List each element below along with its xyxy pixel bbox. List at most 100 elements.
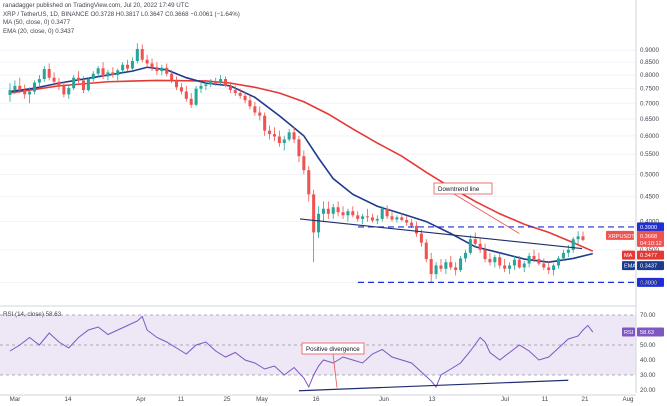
publisher-line: ranadagger published on TradingView.com,… xyxy=(3,2,189,9)
candle-body xyxy=(106,72,110,77)
rsi-tick-label: 50.00 xyxy=(640,342,656,349)
candle-body xyxy=(62,85,66,95)
price-level-tag xyxy=(637,277,664,287)
candle-body xyxy=(111,72,115,76)
price-tick-label: 0.3000 xyxy=(640,279,659,286)
time-tick-label: 16 xyxy=(313,396,320,403)
candle-body xyxy=(385,208,389,217)
candle-body xyxy=(214,81,218,84)
rsi-divergence-line xyxy=(298,379,569,392)
candle-body xyxy=(116,70,120,76)
price-tick-label: 0.5500 xyxy=(640,151,659,158)
candle-body xyxy=(571,239,575,250)
candle-body xyxy=(292,132,296,140)
candle-body xyxy=(478,243,482,250)
candle-body xyxy=(135,48,139,61)
candle-body xyxy=(52,77,56,82)
candle-body xyxy=(189,98,193,105)
ma-legend-line: MA (50, close, 0) 0.3477 xyxy=(3,19,71,26)
candle-body xyxy=(336,207,340,213)
candle-body xyxy=(126,64,130,69)
indicator-value-tag xyxy=(637,261,664,271)
candle-body xyxy=(444,262,448,269)
candle-body xyxy=(468,239,472,253)
candle-body xyxy=(561,252,565,259)
candle-body xyxy=(155,67,159,72)
last-price-tag xyxy=(637,230,664,247)
rsi-tick-label: 20.00 xyxy=(640,387,656,394)
candle-body xyxy=(170,73,174,81)
candle-body xyxy=(488,259,492,263)
candle-body xyxy=(390,216,394,220)
ma-layer xyxy=(9,66,594,264)
candle-body xyxy=(522,263,526,268)
rsi-value-tag xyxy=(637,327,664,337)
indicator-value-tag xyxy=(637,250,664,260)
price-tick-label: 0.5000 xyxy=(640,171,659,178)
candle-body xyxy=(223,79,228,86)
indicator-value-label: 0.3437 xyxy=(640,264,657,270)
candle-body xyxy=(272,134,276,137)
time-tick-label: 11 xyxy=(178,396,185,403)
candle-body xyxy=(199,85,203,89)
candle-body xyxy=(375,218,379,221)
annotations: Downtrend line Positive divergence xyxy=(298,182,583,392)
candle-body xyxy=(326,208,330,214)
candle-body xyxy=(18,85,22,91)
candle-body xyxy=(341,212,345,216)
candle-body xyxy=(287,132,291,140)
rsi-line xyxy=(9,315,594,389)
price-tick-label: 0.7500 xyxy=(640,86,659,93)
time-tick-label: May xyxy=(256,396,269,403)
downtrend-callout-pointer xyxy=(453,193,520,234)
time-tick-label: Jul xyxy=(501,396,509,403)
rsi-tag-box xyxy=(622,327,635,337)
candle-body xyxy=(219,79,223,84)
candle-body xyxy=(576,236,580,240)
candle-body xyxy=(405,219,409,223)
candle-body xyxy=(179,87,183,92)
candle-body xyxy=(493,257,497,263)
candle-body xyxy=(527,255,531,264)
candle-body xyxy=(57,81,61,86)
candle-body xyxy=(361,216,365,219)
candle-body xyxy=(380,208,384,219)
candle-body xyxy=(331,207,335,214)
candle-body xyxy=(449,262,453,268)
candle-body xyxy=(498,257,502,266)
candle-body xyxy=(547,267,551,271)
candle-body xyxy=(483,249,487,260)
candles xyxy=(8,43,585,283)
chart-header: ranadagger published on TradingView.com,… xyxy=(3,2,240,36)
rsi-tick-label: 40.00 xyxy=(640,357,656,364)
candle-body xyxy=(42,69,46,80)
candle-body xyxy=(253,106,257,113)
time-tick-label: 21 xyxy=(582,396,589,403)
candle-body xyxy=(307,170,311,195)
candle-body xyxy=(233,90,237,93)
candle-body xyxy=(463,252,467,259)
symbol-ohlc-line: XRP / TetherUS, 1D, BINANCE O0.3728 H0.3… xyxy=(3,10,240,18)
candle-body xyxy=(121,64,125,71)
candle-body xyxy=(23,90,27,95)
time-tick-label: 14 xyxy=(65,396,72,403)
ema-legend-line: EMA (20, close, 0) 0.3437 xyxy=(3,27,75,35)
time-tick-label: Mar xyxy=(10,396,21,403)
candle-body xyxy=(28,91,32,95)
time-tick-label: 11 xyxy=(542,396,549,403)
candle-body xyxy=(508,265,512,269)
ma50-line xyxy=(9,79,594,252)
time-tick-label: Apr xyxy=(136,396,146,403)
time-tick-label: Aug xyxy=(622,396,634,403)
candle-body xyxy=(439,265,443,269)
downtrend-line xyxy=(299,218,583,250)
last-price-value: 0.3668 xyxy=(640,234,657,240)
candle-body xyxy=(370,217,374,221)
candle-body xyxy=(395,217,399,220)
ema20-line xyxy=(9,66,593,264)
symbol-tag-box xyxy=(606,230,634,240)
candle-body xyxy=(434,265,438,275)
candle-body xyxy=(424,242,428,260)
